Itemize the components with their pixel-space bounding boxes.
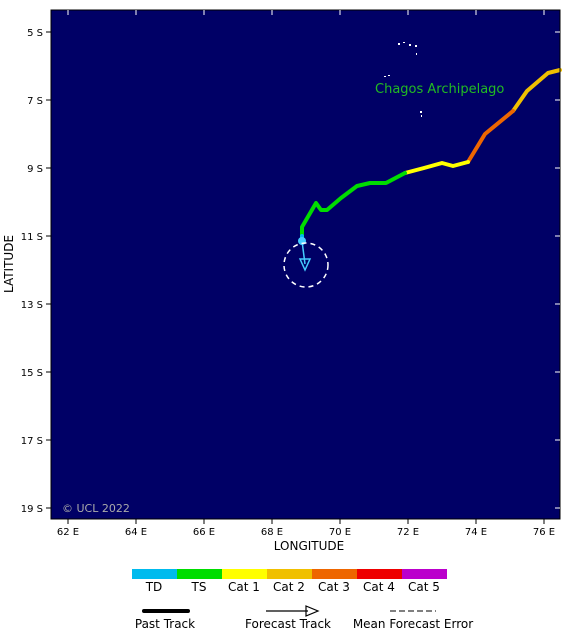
legend-label-cat4: Cat 4	[363, 580, 395, 594]
legend-label-td: TD	[145, 580, 163, 594]
longitude-axis: 62 E 64 E 66 E 68 E 70 E 72 E 74 E 76 E	[57, 10, 555, 538]
forecast-error-circle	[283, 242, 329, 288]
lon-tick: 68 E	[261, 10, 283, 538]
legend-label-cat2: Cat 2	[273, 580, 305, 594]
category-legend: TD TS Cat 1 Cat 2 Cat 3 Cat 4 Cat 5	[132, 569, 447, 594]
track-segment-cat3	[466, 109, 515, 164]
x-axis-title: LONGITUDE	[274, 539, 344, 553]
lon-tick: 74 E	[465, 10, 487, 538]
legend-label-ts: TS	[191, 580, 207, 594]
lat-tick-label: 13 S	[21, 300, 43, 311]
legend-swatch-cat2	[267, 569, 312, 579]
lat-tick: 5 S	[27, 28, 560, 39]
lat-tick: 11 S	[21, 232, 560, 243]
mean-error-label: Mean Forecast Error	[353, 617, 473, 631]
past-track	[300, 68, 562, 243]
forecast-track-label: Forecast Track	[245, 617, 331, 631]
forecast-track	[298, 240, 312, 272]
legend-swatch-ts	[177, 569, 222, 579]
lon-tick: 66 E	[193, 10, 215, 538]
lat-tick: 13 S	[21, 300, 560, 311]
track-segment-cat2	[511, 68, 562, 113]
legend-label-cat3: Cat 3	[318, 580, 350, 594]
lon-tick-label: 76 E	[533, 527, 555, 538]
lon-tick: 72 E	[397, 10, 419, 538]
y-axis-title: LATITUDE	[2, 235, 16, 293]
forecast-arrow-head	[298, 258, 312, 272]
forecast-arrow-sample	[305, 605, 320, 617]
lat-tick: 17 S	[21, 436, 560, 447]
lon-tick-label: 64 E	[125, 527, 147, 538]
lat-tick: 7 S	[27, 96, 560, 107]
track-segment-ts	[300, 171, 407, 238]
legend-swatch-cat4	[357, 569, 402, 579]
plot-frame	[50, 9, 561, 520]
lon-tick: 70 E	[329, 10, 351, 538]
latitude-axis: 5 S 7 S 9 S 11 S 13 S 15 S 17 S 19 S	[21, 28, 560, 515]
legend-label-cat1: Cat 1	[228, 580, 260, 594]
legend-swatch-td	[132, 569, 177, 579]
lat-tick-label: 17 S	[21, 436, 43, 447]
lon-tick: 76 E	[533, 10, 555, 538]
lat-tick-label: 5 S	[27, 28, 43, 39]
place-label: Chagos Archipelago	[375, 82, 504, 97]
lon-tick-label: 74 E	[465, 527, 487, 538]
lat-tick-label: 11 S	[21, 232, 43, 243]
lat-tick: 9 S	[27, 164, 560, 175]
legend-swatch-cat3	[312, 569, 357, 579]
chagos-islands	[384, 42, 422, 117]
lon-tick-label: 70 E	[329, 527, 351, 538]
lon-tick: 64 E	[125, 10, 147, 538]
lat-tick: 19 S	[21, 504, 560, 515]
lat-tick-label: 19 S	[21, 504, 43, 515]
lat-tick-label: 9 S	[27, 164, 43, 175]
lon-tick: 62 E	[57, 10, 79, 538]
past-track-label: Past Track	[135, 617, 195, 631]
legend-swatch-cat5	[402, 569, 447, 579]
lat-tick: 15 S	[21, 368, 560, 379]
lon-tick-label: 72 E	[397, 527, 419, 538]
track-style-legend: Past Track Forecast Track Mean Forecast …	[135, 605, 473, 631]
lon-tick-label: 66 E	[193, 527, 215, 538]
track-segment-cat1	[403, 160, 470, 175]
copyright-text: © UCL 2022	[62, 502, 130, 515]
ocean-area	[51, 10, 560, 519]
lat-tick-label: 15 S	[21, 368, 43, 379]
lon-tick-label: 68 E	[261, 527, 283, 538]
lon-tick-label: 62 E	[57, 527, 79, 538]
legend-swatch-cat1	[222, 569, 267, 579]
lat-tick-label: 7 S	[27, 96, 43, 107]
legend-label-cat5: Cat 5	[408, 580, 440, 594]
